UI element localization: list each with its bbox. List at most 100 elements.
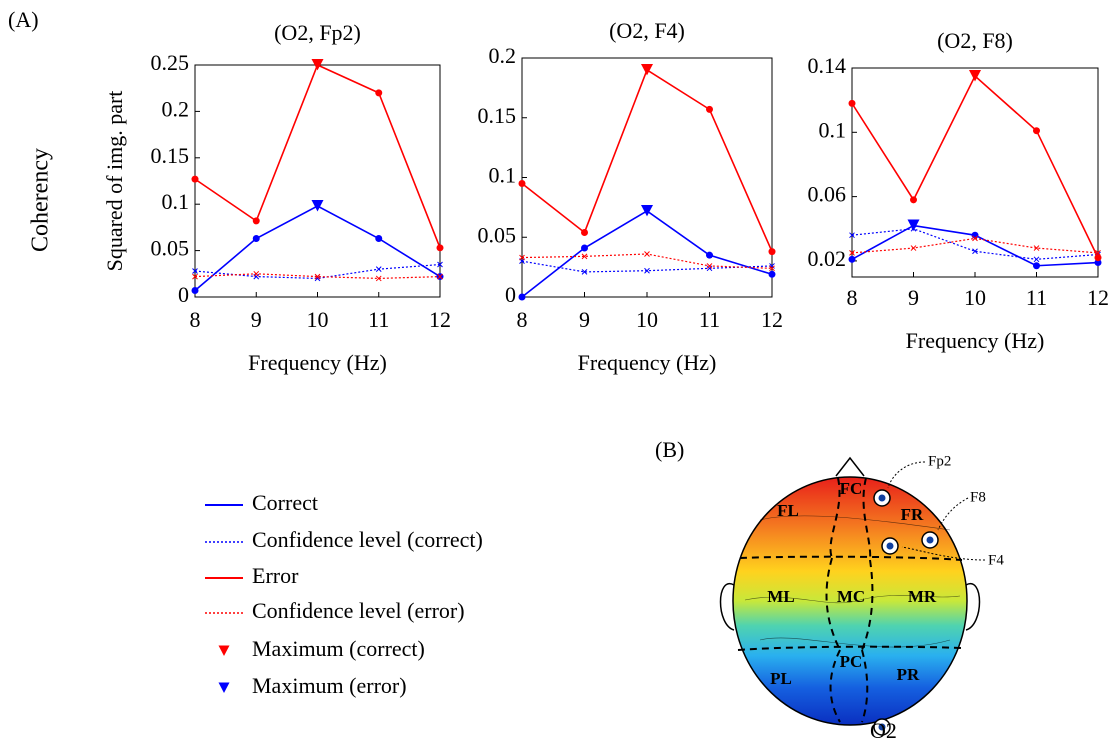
legend-marker (218, 645, 230, 656)
point-marker (848, 99, 856, 107)
region-label: MC (837, 587, 865, 606)
y-tick-label: 0.25 (151, 50, 190, 75)
region-label: PL (770, 669, 792, 688)
y-tick-label: 0.05 (478, 222, 517, 247)
point-marker (769, 265, 775, 272)
plot-frame (194, 64, 441, 298)
x-tick-label: 11 (699, 307, 720, 332)
point-marker (253, 270, 260, 277)
point-marker (849, 250, 855, 256)
legend-label: Correct (252, 490, 318, 515)
point-marker (375, 89, 383, 97)
chart-title: (O2, F4) (609, 18, 685, 43)
point-marker (375, 275, 382, 282)
legend-label: Maximum (correct) (252, 636, 425, 661)
legend-label: Error (252, 563, 299, 588)
region-label: ML (767, 587, 794, 606)
point-marker (581, 269, 588, 275)
point-marker (252, 217, 260, 225)
y-tick-label: 0.05 (151, 236, 190, 261)
point-marker (437, 273, 443, 280)
x-tick-label: 12 (429, 307, 451, 332)
x-axis-label: Frequency (Hz) (906, 328, 1045, 353)
electrode-label: F8 (970, 489, 986, 505)
panel-label: (B) (655, 437, 684, 462)
maximum-marker (311, 200, 324, 212)
x-tick-label: 9 (579, 307, 590, 332)
y-tick-label: 0.06 (808, 182, 847, 207)
point-marker (1033, 262, 1040, 270)
series-line (851, 228, 1099, 260)
x-tick-label: 10 (307, 307, 329, 332)
point-marker (706, 105, 713, 113)
x-tick-label: 9 (251, 307, 262, 332)
point-marker (644, 251, 650, 257)
point-marker (375, 266, 382, 273)
legend-label: Maximum (error) (252, 673, 407, 698)
x-axis-label: Frequency (Hz) (248, 350, 387, 375)
point-marker (769, 263, 775, 269)
region-label: FR (901, 505, 924, 524)
point-marker (192, 273, 198, 280)
series-line (194, 273, 441, 280)
head-map: FC FL FR ML MC MR PL PC PR Fp2 F8 F4 O2 (719, 453, 1004, 743)
x-tick-label: 9 (908, 285, 919, 310)
point-marker (1094, 254, 1102, 262)
region-label: PR (897, 665, 920, 684)
plot-frame (521, 57, 773, 298)
outer-y-label: Coherency (28, 148, 54, 252)
point-marker (971, 231, 979, 239)
x-tick-label: 11 (1026, 285, 1047, 310)
chart-title: (O2, Fp2) (274, 20, 361, 45)
panel-label: (A) (8, 7, 39, 32)
maximum-marker (907, 219, 920, 231)
point-marker (1033, 127, 1040, 135)
x-tick-label: 12 (761, 307, 783, 332)
point-marker (253, 273, 260, 280)
point-marker (768, 270, 776, 278)
y-tick-label: 0.2 (162, 96, 190, 121)
series-line (521, 68, 773, 252)
y-tick-label: 0.2 (489, 43, 517, 68)
point-marker (706, 251, 713, 259)
y-tick-label: 0.15 (478, 103, 517, 128)
x-tick-label: 11 (368, 307, 389, 332)
point-marker (436, 244, 444, 252)
point-marker (849, 232, 855, 239)
x-tick-label: 8 (847, 285, 858, 310)
point-marker (519, 254, 525, 261)
x-tick-label: 8 (517, 307, 528, 332)
point-marker (910, 225, 917, 232)
y-tick-label: 0.02 (808, 246, 847, 271)
point-marker (518, 179, 526, 187)
point-marker (644, 267, 650, 274)
y-tick-label: 0.14 (808, 53, 847, 78)
point-marker (581, 228, 588, 236)
y-tick-label: 0 (178, 282, 189, 307)
maximum-marker (641, 204, 653, 217)
y-tick-label: 0 (505, 282, 516, 307)
point-marker (848, 255, 856, 263)
point-marker (314, 273, 321, 280)
point-marker (191, 287, 199, 295)
x-tick-label: 12 (1087, 285, 1109, 310)
point-marker (972, 235, 978, 242)
point-marker (706, 265, 713, 272)
point-marker (1095, 250, 1101, 256)
point-marker (375, 235, 383, 243)
y-tick-label: 0.1 (819, 117, 847, 142)
y-tick-label: 0.15 (151, 143, 190, 168)
y-tick-label: 0.1 (162, 189, 190, 214)
legend-label: Confidence level (correct) (252, 527, 483, 552)
x-tick-label: 8 (190, 307, 201, 332)
point-marker (518, 293, 526, 301)
electrode-label: O2 (870, 718, 897, 743)
point-marker (972, 248, 978, 255)
x-axis-label: Frequency (Hz) (578, 350, 717, 375)
x-tick-label: 10 (964, 285, 986, 310)
point-marker (910, 196, 917, 204)
plot-frame (851, 67, 1099, 278)
point-marker (1094, 259, 1102, 267)
point-marker (706, 263, 713, 269)
legend-marker (218, 682, 230, 693)
